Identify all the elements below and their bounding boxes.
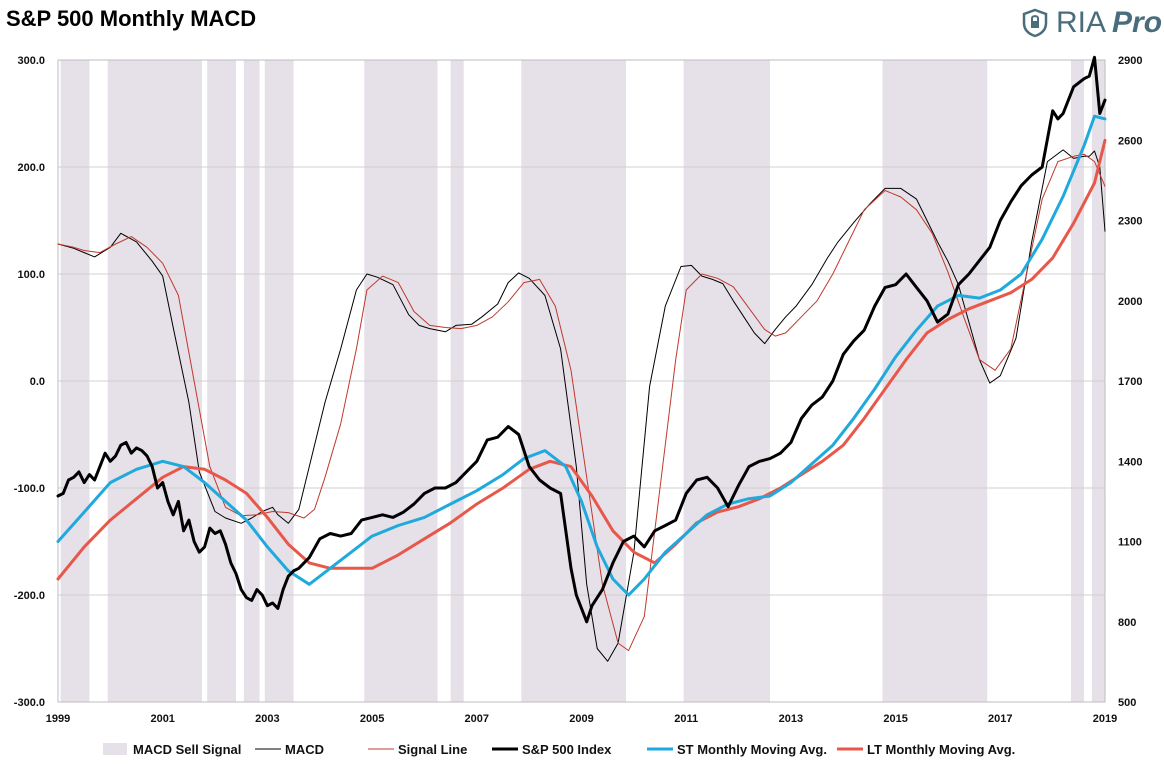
shield-icon	[1022, 8, 1048, 38]
y-left-tick-label: -200.0	[14, 590, 45, 602]
brand-suffix: Pro	[1112, 6, 1163, 39]
x-tick-label: 2005	[360, 713, 384, 725]
x-tick-label: 2011	[674, 713, 698, 725]
plot-frame	[57, 59, 1106, 703]
y-right-tick-label: 2000	[1118, 296, 1142, 308]
y-right-tick-label: 1700	[1118, 376, 1142, 388]
y-left-tick-label: 0.0	[30, 376, 45, 388]
legend-label: Signal Line	[398, 742, 467, 757]
brand-name: RIA	[1056, 6, 1107, 39]
y-left-tick-label: 300.0	[17, 55, 45, 67]
legend: MACD Sell Signal MACD Signal Line S&P 500 I…	[103, 742, 1015, 757]
x-tick-label: 2003	[255, 713, 279, 725]
x-tick-label: 1999	[46, 713, 70, 725]
y-right-tick-label: 500	[1118, 697, 1136, 709]
y-right-tick-label: 800	[1118, 617, 1136, 629]
y-left-labels: 300.0 200.0 100.0 0.0 -100.0 -200.0 -300.0	[14, 55, 45, 709]
y-right-tick-label: 2600	[1118, 135, 1142, 147]
series-s-p-500-index	[56, 55, 1107, 624]
y-right-tick-label: 1400	[1118, 456, 1142, 468]
x-tick-label: 2017	[988, 713, 1012, 725]
y-left-tick-label: 100.0	[17, 269, 45, 281]
y-right-tick-label: 2300	[1118, 216, 1142, 228]
series-macd	[57, 149, 1106, 662]
legend-label: MACD Sell Signal	[133, 742, 241, 757]
x-labels: 1999 2001 2003 2005 2007 2009 2011 2013 2015 2017…	[46, 713, 1117, 725]
series-lt-monthly-moving-avg	[56, 138, 1107, 581]
y-left-tick-label: 200.0	[17, 162, 45, 174]
legend-label: S&P 500 Index	[522, 742, 612, 757]
legend-label: LT Monthly Moving Avg.	[867, 742, 1015, 757]
brand-logo: RIA Pro	[1022, 6, 1162, 40]
x-tick-label: 2019	[1093, 713, 1117, 725]
y-right-labels: 2900 2600 2300 2000 1700 1400 1100 800 500	[1118, 55, 1142, 709]
plot-border	[57, 59, 1106, 703]
legend-label: ST Monthly Moving Avg.	[677, 742, 827, 757]
series-signal-line	[57, 153, 1106, 652]
series-st-monthly-moving-avg	[56, 114, 1107, 597]
y-right-tick-label: 1100	[1118, 537, 1142, 549]
x-tick-label: 2015	[883, 713, 907, 725]
series-lines	[56, 55, 1107, 662]
x-tick-label: 2009	[569, 713, 593, 725]
y-right-tick-label: 2900	[1118, 55, 1142, 67]
legend-swatch-sell-signal	[103, 743, 127, 755]
x-tick-label: 2001	[150, 713, 174, 725]
x-tick-label: 2007	[465, 713, 489, 725]
x-tick-label: 2013	[779, 713, 803, 725]
legend-label: MACD	[285, 742, 324, 757]
chart-title: S&P 500 Monthly MACD	[6, 6, 257, 31]
y-left-tick-label: -100.0	[14, 483, 45, 495]
y-left-tick-label: -300.0	[14, 697, 45, 709]
gridlines	[58, 166, 1105, 596]
